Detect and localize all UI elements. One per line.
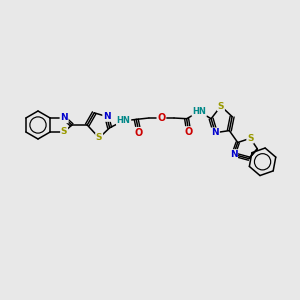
Text: S: S [247, 134, 254, 143]
Text: O: O [157, 113, 166, 123]
Text: HN: HN [192, 107, 206, 116]
Text: S: S [61, 128, 68, 136]
Text: O: O [184, 127, 193, 137]
Text: N: N [103, 112, 111, 121]
Text: O: O [135, 128, 143, 138]
Text: S: S [218, 102, 224, 111]
Text: N: N [60, 113, 68, 122]
Text: N: N [230, 150, 237, 159]
Text: N: N [212, 128, 219, 137]
Text: S: S [96, 134, 102, 142]
Text: HN: HN [117, 116, 130, 125]
